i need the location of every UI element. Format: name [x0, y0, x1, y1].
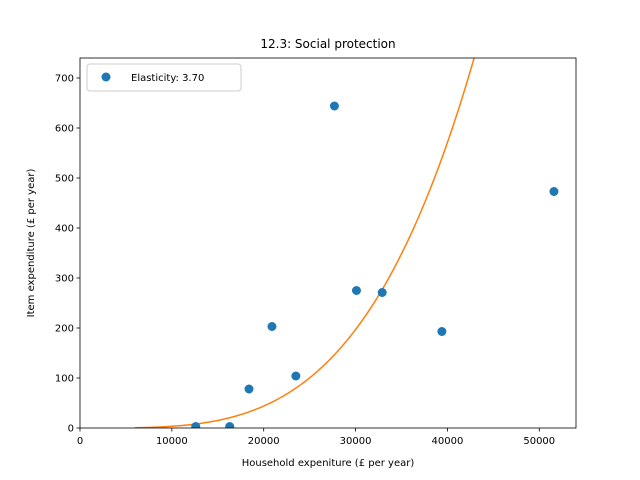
y-tick-label: 400	[55, 224, 74, 235]
y-tick-label: 100	[55, 374, 74, 385]
y-tick-label: 500	[55, 174, 74, 185]
x-tick-label: 40000	[432, 436, 464, 447]
y-tick-label: 200	[55, 324, 74, 335]
scatter-point	[191, 422, 201, 428]
scatter-point	[549, 187, 559, 196]
y-tick-label: 600	[55, 124, 74, 135]
legend-label: Elasticity: 3.70	[131, 73, 204, 84]
legend-marker	[101, 72, 111, 82]
scatter-point	[244, 384, 254, 394]
legend: Elasticity: 3.70	[86, 63, 242, 92]
scatter-point	[329, 101, 339, 111]
chart-title: 12.3: Social protection	[260, 37, 395, 51]
x-tick-label: 10000	[156, 436, 188, 447]
y-axis: 0 100 200 300 400 500 600 700	[55, 74, 80, 435]
plot-area	[135, 58, 559, 428]
scatter-point	[377, 288, 387, 297]
y-tick-label: 0	[68, 424, 74, 435]
scatter-point	[437, 327, 447, 336]
y-tick-label: 300	[55, 274, 74, 285]
x-axis: 0 10000 20000 30000 40000 50000	[77, 428, 555, 447]
x-tick-label: 20000	[248, 436, 280, 447]
scatter-point	[291, 371, 301, 381]
scatter-point	[351, 286, 361, 295]
legend-box	[86, 63, 242, 92]
plot-frame	[79, 57, 577, 429]
x-tick-label: 0	[77, 436, 83, 447]
y-axis-label: Item expenditure (£ per year)	[26, 169, 37, 318]
scatter-point	[267, 322, 277, 331]
x-tick-label: 30000	[340, 436, 372, 447]
x-axis-label: Household expeniture (£ per year)	[242, 458, 415, 469]
scatter-point	[225, 422, 235, 428]
y-tick-label: 700	[55, 74, 74, 85]
x-tick-label: 50000	[523, 436, 555, 447]
